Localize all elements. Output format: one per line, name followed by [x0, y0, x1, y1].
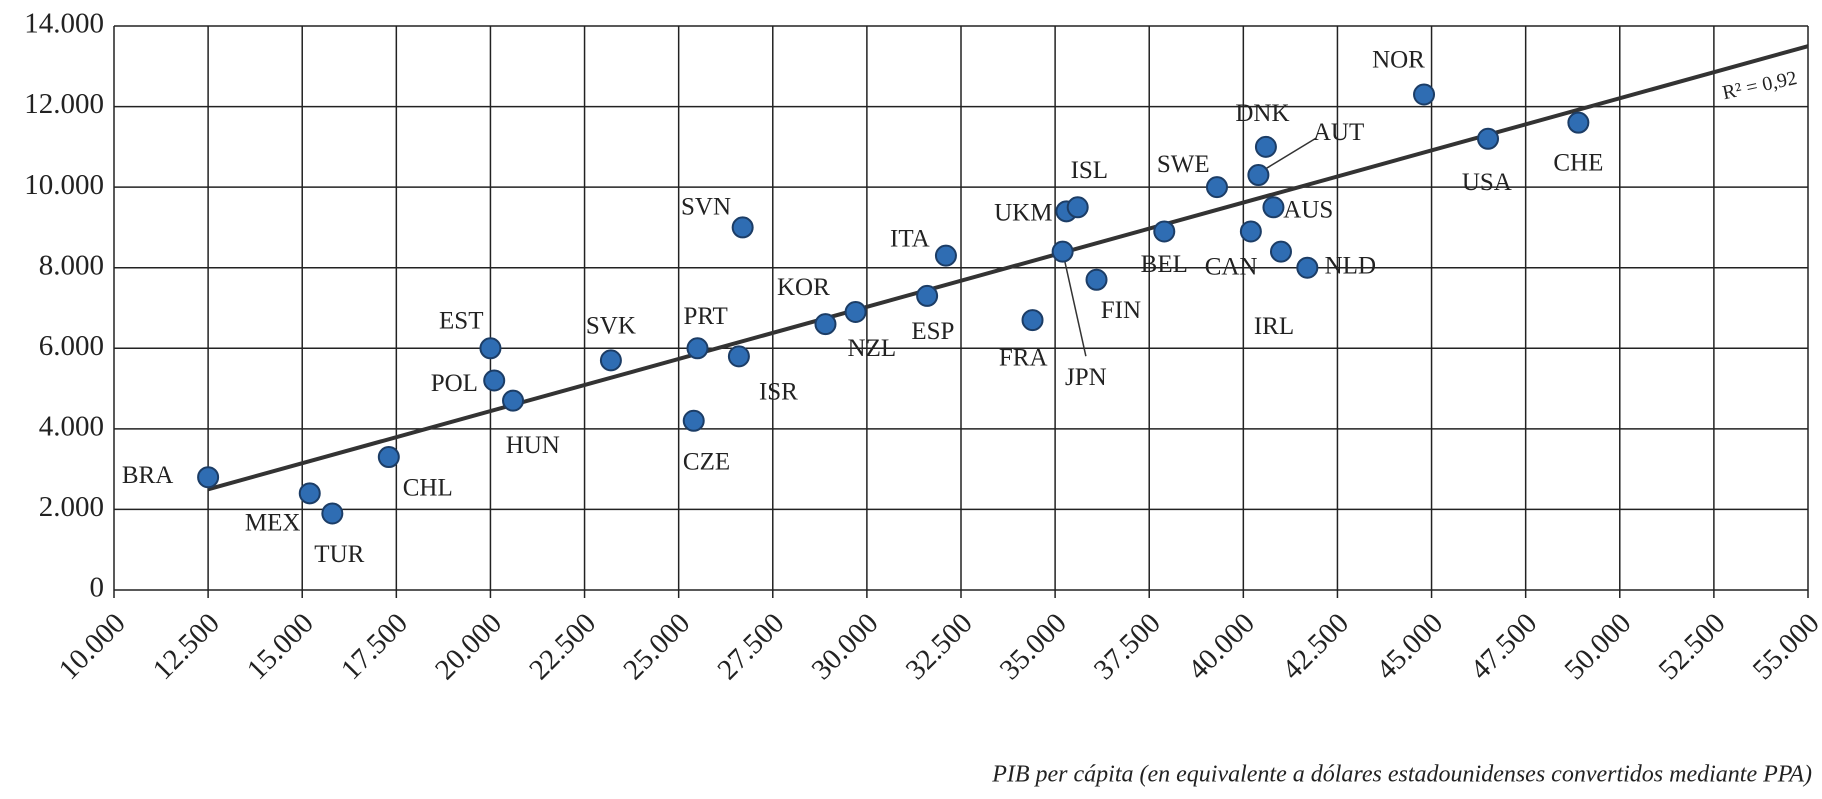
point-label: DNK	[1235, 100, 1289, 127]
x-tick-label: 50.000	[1558, 607, 1637, 686]
x-tick-label: 10.000	[53, 607, 132, 686]
x-tick-label: 42.500	[1276, 607, 1355, 686]
y-tick-label: 12.000	[24, 88, 104, 120]
x-tick-label: 45.000	[1370, 607, 1449, 686]
point	[1239, 220, 1262, 243]
point-label: POL	[431, 370, 478, 397]
point	[1269, 240, 1292, 263]
point-label: NLD	[1325, 252, 1376, 279]
x-tick-label: 25.000	[617, 607, 696, 686]
point	[1567, 111, 1590, 134]
point	[321, 502, 344, 525]
point	[1085, 268, 1108, 291]
x-axis-label: PIB per cápita (en equivalente a dólares…	[991, 762, 1812, 788]
y-tick-label: 0	[90, 572, 105, 604]
point	[298, 482, 321, 505]
x-tick-label: 22.500	[523, 607, 602, 686]
point	[1205, 176, 1228, 199]
point-label: KOR	[777, 274, 830, 301]
point-label: FRA	[999, 344, 1048, 371]
point	[1296, 256, 1319, 279]
leader-line	[1262, 137, 1317, 172]
point-label: CHE	[1553, 149, 1603, 176]
x-tick-label: 40.000	[1182, 607, 1261, 686]
point-label: CHL	[403, 474, 453, 501]
point-label: CAN	[1205, 253, 1258, 280]
point	[502, 389, 525, 412]
y-tick-label: 14.000	[24, 8, 104, 40]
point	[1262, 196, 1285, 219]
point-label: ESP	[911, 318, 954, 345]
point-label: FIN	[1101, 297, 1141, 324]
point	[1254, 135, 1277, 158]
x-tick-label: 15.000	[241, 607, 320, 686]
x-tick-label: 17.500	[335, 607, 414, 686]
x-tick-label: 35.000	[994, 607, 1073, 686]
trend-line	[207, 44, 1809, 492]
point-label: PRT	[683, 303, 727, 330]
point-label: NZL	[848, 335, 897, 362]
point-label: EST	[439, 307, 483, 334]
point-label: HUN	[506, 432, 560, 459]
point-label: AUT	[1313, 119, 1364, 146]
y-tick-label: 2.000	[39, 491, 104, 523]
point	[1051, 240, 1074, 263]
point	[599, 349, 622, 372]
point	[731, 216, 754, 239]
x-tick-label: 52.500	[1653, 607, 1732, 686]
point	[483, 369, 506, 392]
point	[727, 345, 750, 368]
leader-line	[1061, 251, 1087, 357]
x-tick-label: 47.500	[1464, 607, 1543, 686]
point	[686, 337, 709, 360]
x-tick-label: 37.500	[1088, 607, 1167, 686]
y-tick-label: 4.000	[39, 411, 104, 443]
point-label: UKM	[994, 200, 1052, 227]
point	[916, 284, 939, 307]
point	[479, 337, 502, 360]
point-label: ITA	[890, 225, 930, 252]
y-tick-label: 6.000	[39, 330, 104, 362]
point	[682, 409, 705, 432]
point	[844, 301, 867, 324]
point	[1021, 309, 1044, 332]
point-label: ISL	[1071, 157, 1109, 184]
point-label: SVK	[586, 313, 636, 340]
point-label: USA	[1462, 169, 1512, 196]
x-tick-label: 12.500	[147, 607, 226, 686]
x-tick-label: 30.000	[806, 607, 885, 686]
x-tick-label: 20.000	[429, 607, 508, 686]
point-label: NOR	[1372, 47, 1425, 74]
point	[814, 313, 837, 336]
point-label: CZE	[683, 449, 730, 476]
point	[1477, 127, 1500, 150]
x-tick-label: 55.000	[1747, 607, 1822, 686]
point	[1247, 164, 1270, 187]
point-label: ISR	[759, 378, 798, 405]
point	[377, 446, 400, 469]
point-label: BRA	[122, 462, 173, 489]
point-label: BEL	[1141, 251, 1188, 278]
point	[934, 244, 957, 267]
point	[1413, 83, 1436, 106]
point	[1153, 220, 1176, 243]
point-label: TUR	[314, 541, 364, 568]
x-tick-label: 32.500	[900, 607, 979, 686]
point-label: SWE	[1157, 151, 1210, 178]
point	[1066, 196, 1089, 219]
y-tick-label: 8.000	[39, 249, 104, 281]
point-label: AUS	[1283, 197, 1333, 224]
point	[197, 466, 220, 489]
point-label: MEX	[245, 509, 301, 536]
annotation: R² = 0,92	[1720, 67, 1799, 104]
point-label: IRL	[1254, 313, 1294, 340]
point-label: SVN	[681, 194, 731, 221]
point-label: JPN	[1065, 364, 1107, 391]
y-tick-label: 10.000	[24, 169, 104, 201]
x-tick-label: 27.500	[711, 607, 790, 686]
